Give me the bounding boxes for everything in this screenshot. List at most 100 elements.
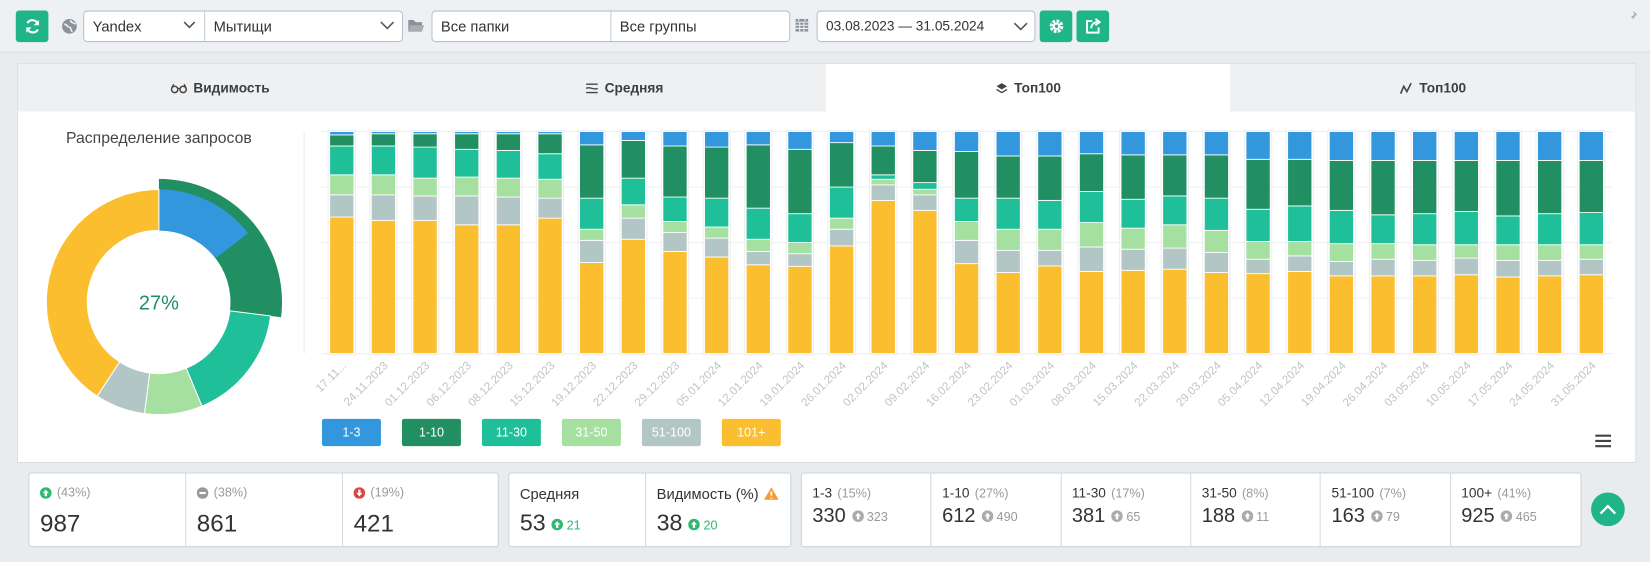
group-value: Все группы	[619, 17, 697, 35]
folder-select[interactable]: Все папки	[432, 12, 610, 41]
bar-segment	[1537, 131, 1563, 161]
bar-segment	[329, 194, 355, 218]
position-percent: (15%)	[837, 485, 872, 501]
tab[interactable]: Средняя	[421, 64, 827, 112]
bar-segment	[704, 256, 730, 354]
bar-segment	[912, 188, 938, 196]
bar-column	[1077, 129, 1106, 356]
position-change-wrap-part-part	[1503, 512, 1510, 520]
bar-segment	[1453, 257, 1479, 276]
bar-column	[1368, 129, 1398, 356]
position-change-wrap-part-part	[984, 512, 991, 520]
calendar-icon-part	[795, 17, 809, 32]
position-change-wrap-part-part	[1374, 512, 1380, 520]
bar-segment	[537, 197, 563, 219]
bar-segment	[1162, 247, 1188, 270]
export-button[interactable]	[1076, 10, 1110, 43]
legend-label: 11-30	[496, 426, 527, 440]
folder-value: Все папки	[440, 17, 510, 35]
legend-item[interactable]: 51-100	[641, 418, 701, 447]
position-label: 51-100	[1331, 485, 1375, 501]
region-value: Мытищи	[213, 17, 272, 35]
bar-segment	[912, 149, 938, 184]
bar-segment	[1495, 159, 1521, 217]
position-label: 100+	[1461, 485, 1493, 501]
gear-icon-part	[1054, 24, 1058, 28]
bar-segment	[495, 149, 521, 179]
tab[interactable]: Видимость	[17, 64, 422, 112]
legend-item[interactable]: 31-50	[561, 418, 621, 447]
bar-segment	[329, 174, 355, 196]
down-icon-part	[356, 489, 363, 496]
bar-segment	[1037, 131, 1063, 157]
bar-segment	[495, 177, 521, 198]
bar-segment	[495, 196, 521, 226]
position-value: 163	[1331, 505, 1365, 528]
menu-icon[interactable]	[1595, 434, 1612, 448]
legend-item[interactable]: 1-10	[401, 418, 461, 447]
settings-button[interactable]	[1039, 10, 1073, 43]
position-change: 323	[866, 508, 888, 524]
position-value: 925	[1461, 505, 1495, 528]
legend-item[interactable]: 101+	[721, 418, 781, 447]
chevron-up-part	[1599, 504, 1617, 515]
bar-column	[494, 129, 523, 356]
scroll-top-button[interactable]	[1591, 492, 1625, 527]
tab-icon	[585, 82, 598, 93]
legend-label: 1-3	[342, 426, 360, 440]
bar-segment	[912, 131, 938, 151]
tab[interactable]: Топ100	[1230, 64, 1636, 112]
bar-segment	[454, 195, 480, 226]
bar-segment	[1245, 158, 1271, 210]
bar-segment	[1162, 154, 1188, 197]
bar-segment	[1328, 131, 1354, 161]
bar-segment	[1037, 199, 1063, 230]
bar-segment	[537, 153, 563, 180]
engine-select[interactable]: Yandex	[84, 12, 204, 41]
bar-segment	[870, 184, 896, 201]
position-values: 163 79	[1332, 505, 1400, 528]
bar-segment	[1453, 131, 1479, 161]
bar-segment	[1203, 252, 1229, 273]
bar-segment	[620, 204, 646, 219]
position-label: 11-30	[1071, 485, 1106, 501]
bar-segment	[662, 131, 688, 147]
export-icon-part	[1089, 18, 1101, 29]
region-select[interactable]: Мытищи	[204, 11, 402, 42]
bar-segment	[1120, 154, 1146, 200]
bar-column	[702, 129, 731, 356]
donut-segment	[45, 188, 160, 397]
bar-segment	[454, 148, 480, 178]
bar-column	[577, 129, 606, 356]
legend-item[interactable]: 1-3	[322, 418, 381, 447]
bar-segment	[912, 209, 938, 354]
up-icon	[551, 518, 564, 531]
bar-column	[535, 129, 565, 356]
bar-segment	[787, 148, 813, 215]
bar-column	[660, 129, 690, 356]
bar-segment	[1370, 258, 1396, 277]
bar-segment	[1412, 259, 1438, 277]
bar-column	[1577, 129, 1606, 356]
position-change-wrap: 490	[981, 509, 1018, 524]
tab-icon-part	[170, 83, 187, 89]
bar-segment	[329, 145, 355, 176]
bar-segment	[704, 131, 730, 148]
bar-segment	[662, 221, 688, 233]
refresh-button[interactable]	[15, 10, 49, 43]
tab[interactable]: Топ100	[826, 64, 1231, 112]
group-select[interactable]: Все группы	[610, 11, 789, 42]
pin-icon[interactable]	[1626, 9, 1639, 23]
bar-segment	[1245, 241, 1271, 260]
tab-label: Топ100	[1014, 79, 1062, 96]
metric-change: 20	[703, 517, 718, 532]
date-range-select[interactable]: 03.08.2023 — 31.05.2024	[816, 10, 1036, 43]
bar-segment	[662, 232, 688, 252]
folder-group-select: Все папки Все группы	[431, 10, 791, 43]
metric-top: Видимость (%)	[657, 485, 779, 502]
bar-segment	[412, 146, 438, 179]
legend-item[interactable]: 11-30	[481, 418, 541, 447]
dropdown-arrow	[183, 21, 196, 29]
bar-segment	[1287, 205, 1313, 242]
